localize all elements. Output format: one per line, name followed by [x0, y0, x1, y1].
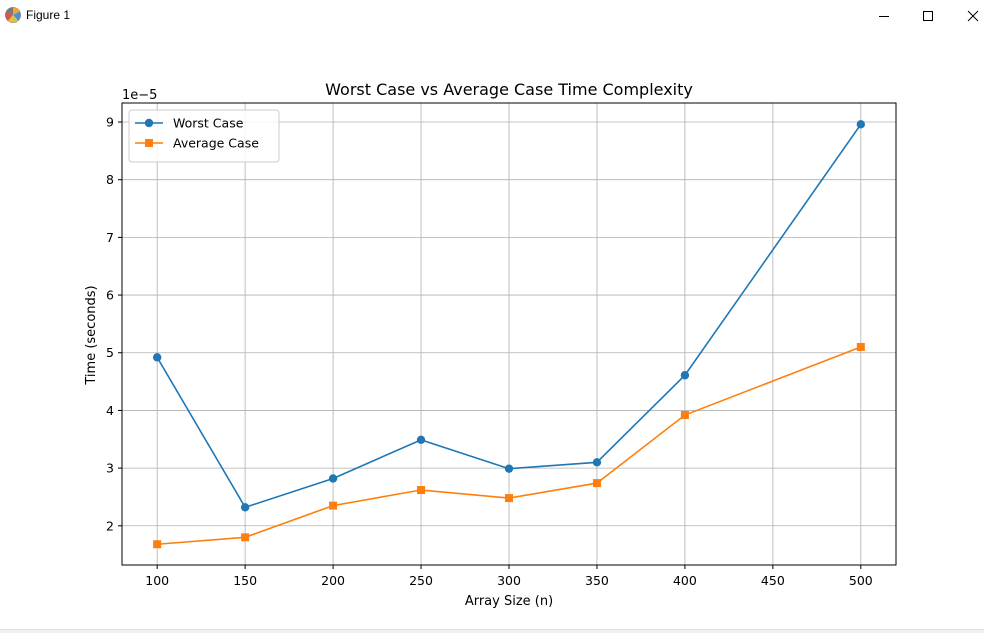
- x-tick-label: 250: [409, 573, 433, 588]
- average-case-point: [680, 411, 689, 420]
- chart-title: Worst Case vs Average Case Time Complexi…: [325, 80, 693, 99]
- y-tick-label: 7: [106, 230, 114, 245]
- minimize-button[interactable]: [861, 0, 907, 31]
- close-icon: [967, 10, 979, 21]
- average-case-point: [153, 540, 162, 549]
- maximize-button[interactable]: [905, 0, 951, 31]
- line-chart: 100 150 200 250 300 350 400 450 500 2 3 4 5 6 7 8 9 Wors…: [84, 80, 897, 609]
- legend-marker-average-case: [145, 139, 153, 147]
- x-tick-label: 200: [321, 573, 345, 588]
- worst-case-point: [592, 458, 602, 467]
- average-case-line: [157, 346, 862, 546]
- y-axis-label: Time (seconds): [84, 285, 99, 385]
- legend-marker-worst-case: [144, 118, 154, 128]
- legend-label-worst-case: Worst Case: [173, 116, 244, 131]
- y-tick-label: 5: [106, 345, 114, 360]
- y-tick-label: 3: [106, 461, 114, 476]
- average-case-point: [241, 533, 250, 542]
- worst-case-point: [152, 353, 162, 362]
- average-case-point: [329, 501, 338, 510]
- figure-canvas: 100 150 200 250 300 350 400 450 500 2 3 4 5 6 7 8 9 Wors…: [0, 31, 984, 631]
- average-case-point: [856, 342, 865, 351]
- worst-case-point: [504, 464, 514, 473]
- x-tick-label: 150: [233, 573, 257, 588]
- x-tick-label: 100: [145, 573, 169, 588]
- legend: Worst Case Average Case: [128, 109, 280, 163]
- average-case-point: [505, 494, 513, 503]
- y-tick-label: 8: [106, 172, 114, 187]
- window-bottom-edge: [0, 629, 984, 633]
- x-tick-label: 450: [761, 573, 785, 588]
- series-lines: [152, 120, 866, 549]
- y-tick-label: 9: [106, 115, 114, 130]
- average-case-point: [592, 479, 601, 488]
- y-axis-offset-label: 1e−5: [122, 88, 157, 103]
- average-case-point: [417, 486, 426, 495]
- x-tick-label: 350: [585, 573, 609, 588]
- x-tick-label: 500: [849, 573, 873, 588]
- worst-case-point: [856, 120, 866, 129]
- worst-case-point: [416, 435, 426, 445]
- close-button[interactable]: [950, 0, 984, 31]
- legend-label-average-case: Average Case: [173, 136, 259, 151]
- y-tick-label: 2: [106, 518, 114, 533]
- title-bar[interactable]: Figure 1: [0, 0, 984, 31]
- x-tick-label: 300: [497, 573, 521, 588]
- x-tick-label: 400: [673, 573, 697, 588]
- legend-box: [128, 109, 280, 163]
- chart-labels: Worst Case vs Average Case Time Complexi…: [84, 80, 693, 609]
- axes: 100 150 200 250 300 350 400 450 500 2 3 4 5 6 7 8 9: [106, 102, 897, 588]
- worst-case-point: [680, 371, 690, 380]
- y-tick-label: 6: [106, 288, 114, 303]
- worst-case-line: [156, 123, 862, 509]
- worst-case-point: [240, 503, 250, 512]
- maximize-icon: [923, 10, 933, 21]
- y-tick-label: 4: [106, 403, 114, 418]
- window-title: Figure 1: [26, 8, 71, 22]
- matplotlib-icon: [5, 7, 21, 23]
- worst-case-point: [328, 474, 338, 483]
- x-axis-label: Array Size (n): [465, 594, 553, 609]
- minimize-icon: [879, 15, 889, 17]
